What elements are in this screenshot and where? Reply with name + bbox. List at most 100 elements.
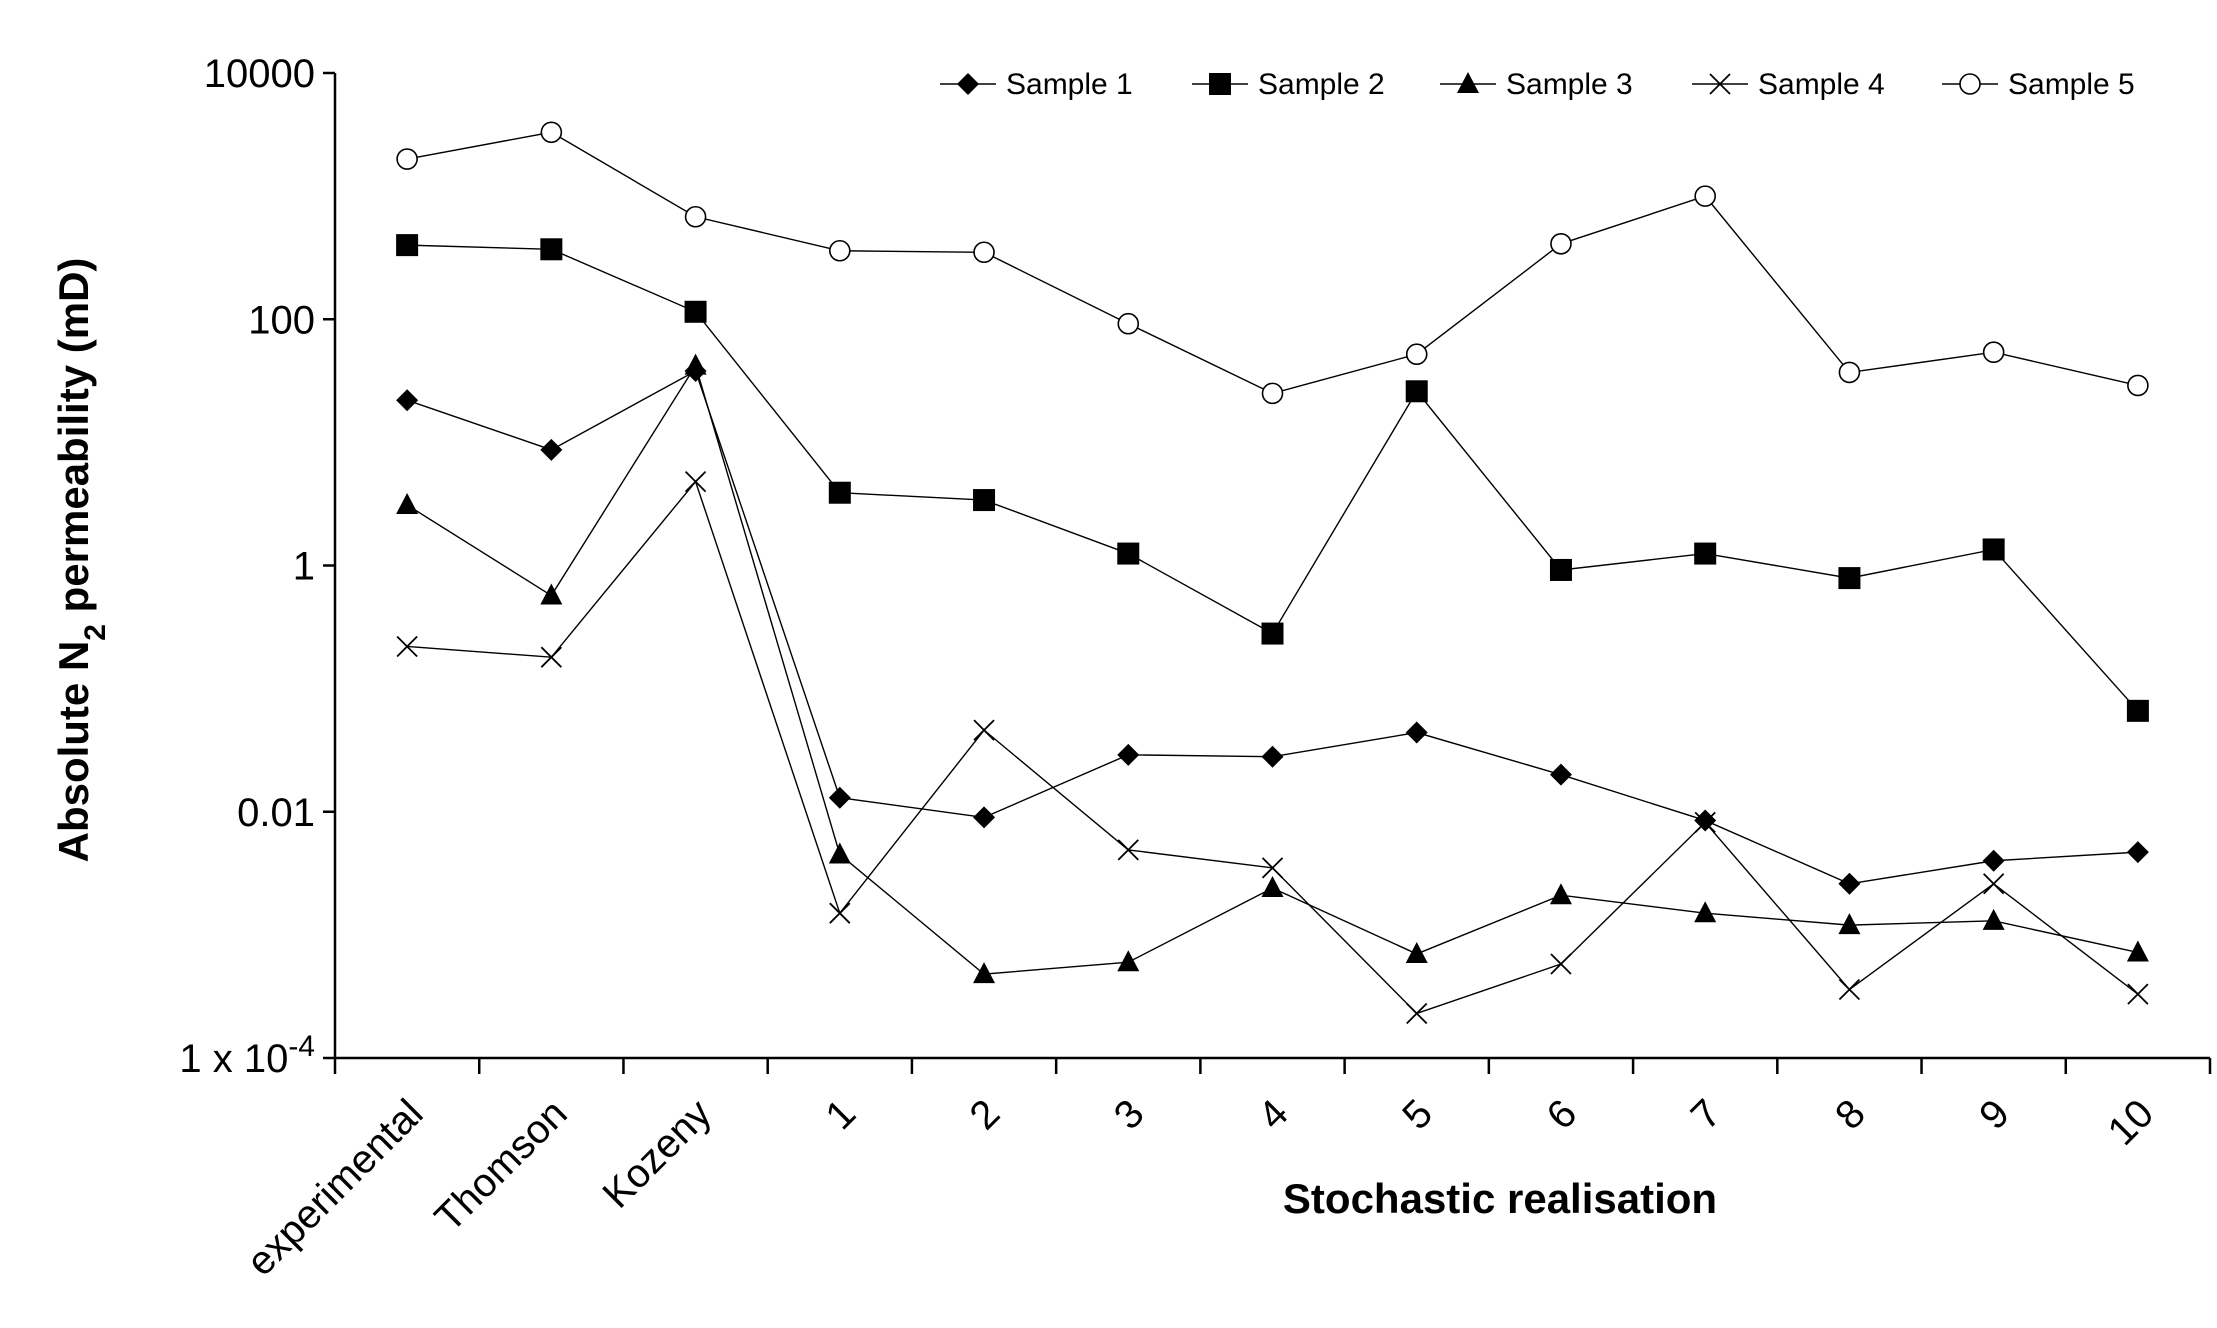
data-point — [684, 205, 707, 228]
data-point — [973, 489, 996, 512]
data-point — [973, 962, 996, 984]
series-2 — [396, 234, 2149, 722]
data-point — [540, 121, 563, 144]
data-point — [1550, 233, 1572, 255]
data-point — [1549, 558, 1572, 581]
x-tick-label: 4 — [1250, 1091, 1297, 1138]
data-point — [973, 806, 996, 829]
data-point — [1261, 745, 1284, 768]
x-tick-label: 10 — [2100, 1091, 2163, 1154]
data-point — [1982, 538, 2005, 561]
data-point — [1983, 873, 2005, 895]
data-point — [2126, 841, 2149, 864]
legend-label: Sample 1 — [1006, 68, 1133, 101]
data-point — [2127, 374, 2149, 397]
x-tick-label: 3 — [1106, 1091, 1153, 1138]
data-point — [1550, 953, 1572, 975]
data-point — [973, 241, 995, 264]
data-point — [1982, 849, 2005, 872]
x-tick-label: Kozeny — [594, 1091, 719, 1216]
data-point — [540, 438, 563, 461]
data-point — [1694, 809, 1717, 832]
data-point — [684, 353, 707, 375]
x-tick-label: 2 — [962, 1091, 1009, 1138]
data-point — [1694, 185, 1716, 207]
data-point — [1261, 857, 1284, 879]
data-point — [2127, 983, 2149, 1005]
data-point — [1838, 978, 1861, 1001]
y-tick-label: 1 x 10-4 — [179, 1030, 315, 1082]
data-point — [1117, 542, 1140, 565]
y-axis-title-main: Absolute N — [50, 641, 97, 863]
y-tick-label: 1 — [293, 545, 315, 589]
data-point — [1406, 1002, 1428, 1025]
legend-label: Sample 2 — [1258, 68, 1385, 101]
data-point — [1261, 382, 1284, 405]
data-point — [829, 902, 851, 924]
data-point — [1838, 567, 1861, 590]
series-3 — [396, 353, 2149, 984]
data-point — [1405, 941, 1428, 963]
data-point — [1405, 721, 1428, 744]
data-point — [1838, 361, 1861, 384]
data-point — [1261, 622, 1284, 645]
data-point — [828, 481, 851, 504]
data-point — [1694, 901, 1717, 923]
data-point — [1982, 908, 2005, 930]
data-point — [1694, 811, 1716, 833]
data-point — [396, 389, 419, 412]
data-point — [396, 493, 419, 515]
y-axis-title-subscript: 2 — [79, 624, 112, 641]
data-point — [540, 646, 562, 668]
legend-item: Sample 4 — [1692, 68, 1885, 101]
y-tick-label: 100 — [248, 298, 315, 342]
legend-item: Sample 3 — [1440, 68, 1633, 101]
data-point — [2126, 699, 2149, 722]
y-tick-label: 10000 — [204, 52, 315, 96]
y-axis-title: Absolute N2 permeability (mD) — [50, 258, 112, 863]
data-point — [829, 239, 851, 262]
series-4 — [396, 470, 2149, 1025]
x-tick-label: 7 — [1683, 1091, 1730, 1138]
x-tick-label: 8 — [1827, 1091, 1874, 1138]
legend-marker — [1959, 73, 1981, 95]
x-axis-title: Stochastic realisation — [1283, 1175, 1717, 1222]
legend-item: Sample 5 — [1942, 68, 2135, 101]
data-point — [1261, 876, 1284, 898]
legend-item: Sample 2 — [1192, 68, 1385, 101]
data-point — [1405, 380, 1428, 403]
data-point — [684, 300, 707, 323]
data-point — [1405, 343, 1428, 366]
data-point — [828, 842, 851, 864]
data-point — [1838, 872, 1861, 895]
legend-label: Sample 5 — [2008, 68, 2135, 101]
data-point — [540, 238, 563, 261]
legend-marker — [1457, 72, 1479, 93]
x-tick-label: 1 — [817, 1091, 864, 1138]
x-tick-label: experimental — [238, 1091, 431, 1284]
series-layer — [396, 121, 2149, 1025]
legend-marker — [1709, 73, 1731, 95]
data-point — [1549, 763, 1572, 786]
data-point — [396, 148, 418, 170]
y-axis-title-tail: permeability (mD) — [50, 258, 97, 624]
data-point — [1117, 312, 1140, 335]
data-point — [2126, 940, 2149, 962]
legend-marker — [1209, 73, 1231, 95]
axes: 10000 100 1 0.01 1 x 10-4 experimentalThomson… — [179, 52, 2212, 1284]
legend-label: Sample 4 — [1758, 68, 1885, 101]
data-point — [396, 234, 419, 257]
x-tick-label: Thomson — [427, 1091, 576, 1240]
series-line — [406, 131, 2139, 395]
y-tick-label: 0.01 — [237, 791, 315, 835]
data-point — [828, 786, 851, 809]
legend: Sample 1 Sample 2 Sample 3 Sample 4 Sample 5 — [940, 68, 2135, 101]
x-tick-label: 6 — [1538, 1091, 1585, 1138]
data-point — [973, 719, 995, 741]
data-point — [540, 583, 563, 605]
data-point — [1117, 839, 1139, 861]
data-point — [1838, 913, 1861, 935]
data-point — [1694, 542, 1717, 565]
legend-label: Sample 3 — [1506, 68, 1633, 101]
